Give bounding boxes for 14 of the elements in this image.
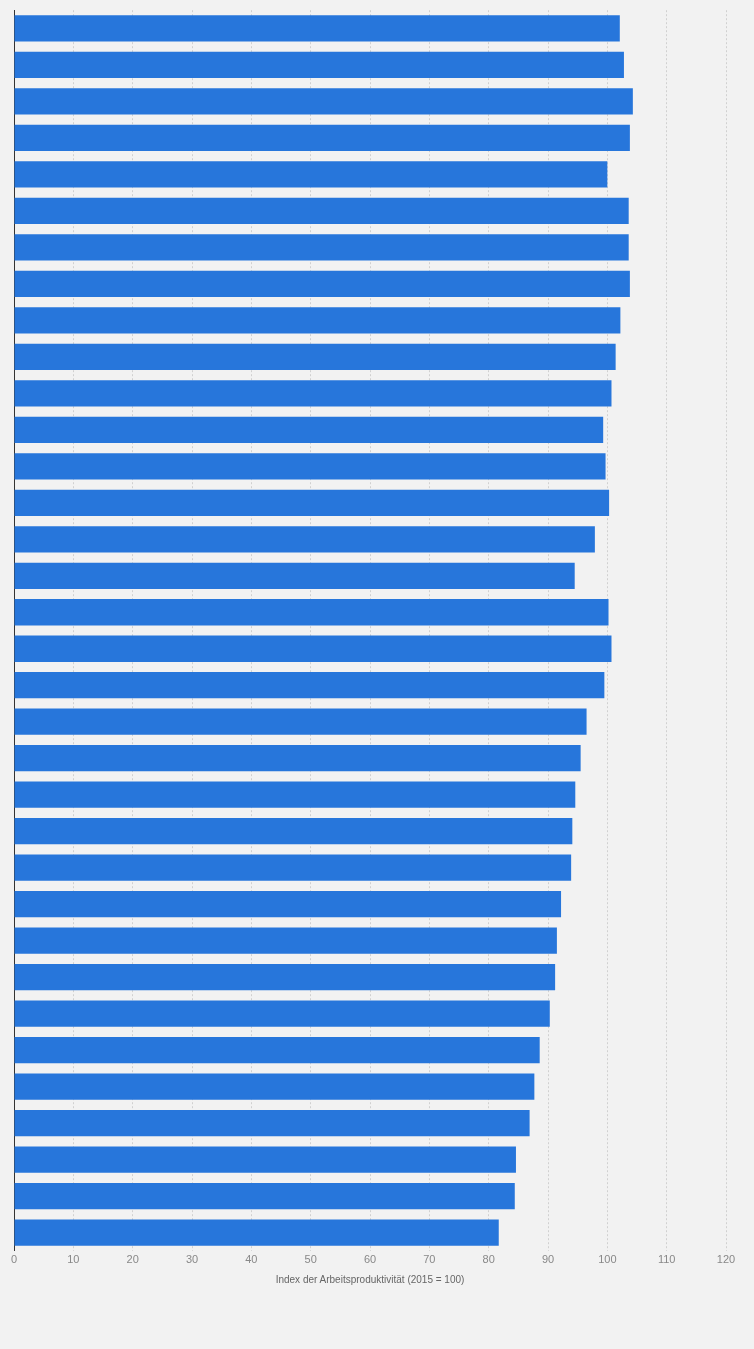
x-tick-label: 50 (304, 1253, 317, 1266)
x-tick-label: 60 (363, 1253, 377, 1266)
x-tick-label: 10 (67, 1253, 80, 1266)
x-tick-label: 110 (657, 1253, 676, 1266)
x-tick-label: 0 (10, 1253, 18, 1266)
x-axis-title: Index der Arbeitsproduktivität (2015 = 100) (275, 1273, 465, 1285)
x-tick-label: 70 (423, 1253, 436, 1266)
x-tick-label: 30 (185, 1253, 199, 1266)
x-tick-label: 120 (716, 1253, 736, 1266)
x-tick-label: 40 (245, 1253, 258, 1266)
x-tick-label: 80 (482, 1253, 495, 1266)
x-tick-label: 20 (126, 1253, 139, 1266)
x-tick-label: 100 (598, 1253, 617, 1266)
x-tick-label: 90 (541, 1253, 555, 1266)
